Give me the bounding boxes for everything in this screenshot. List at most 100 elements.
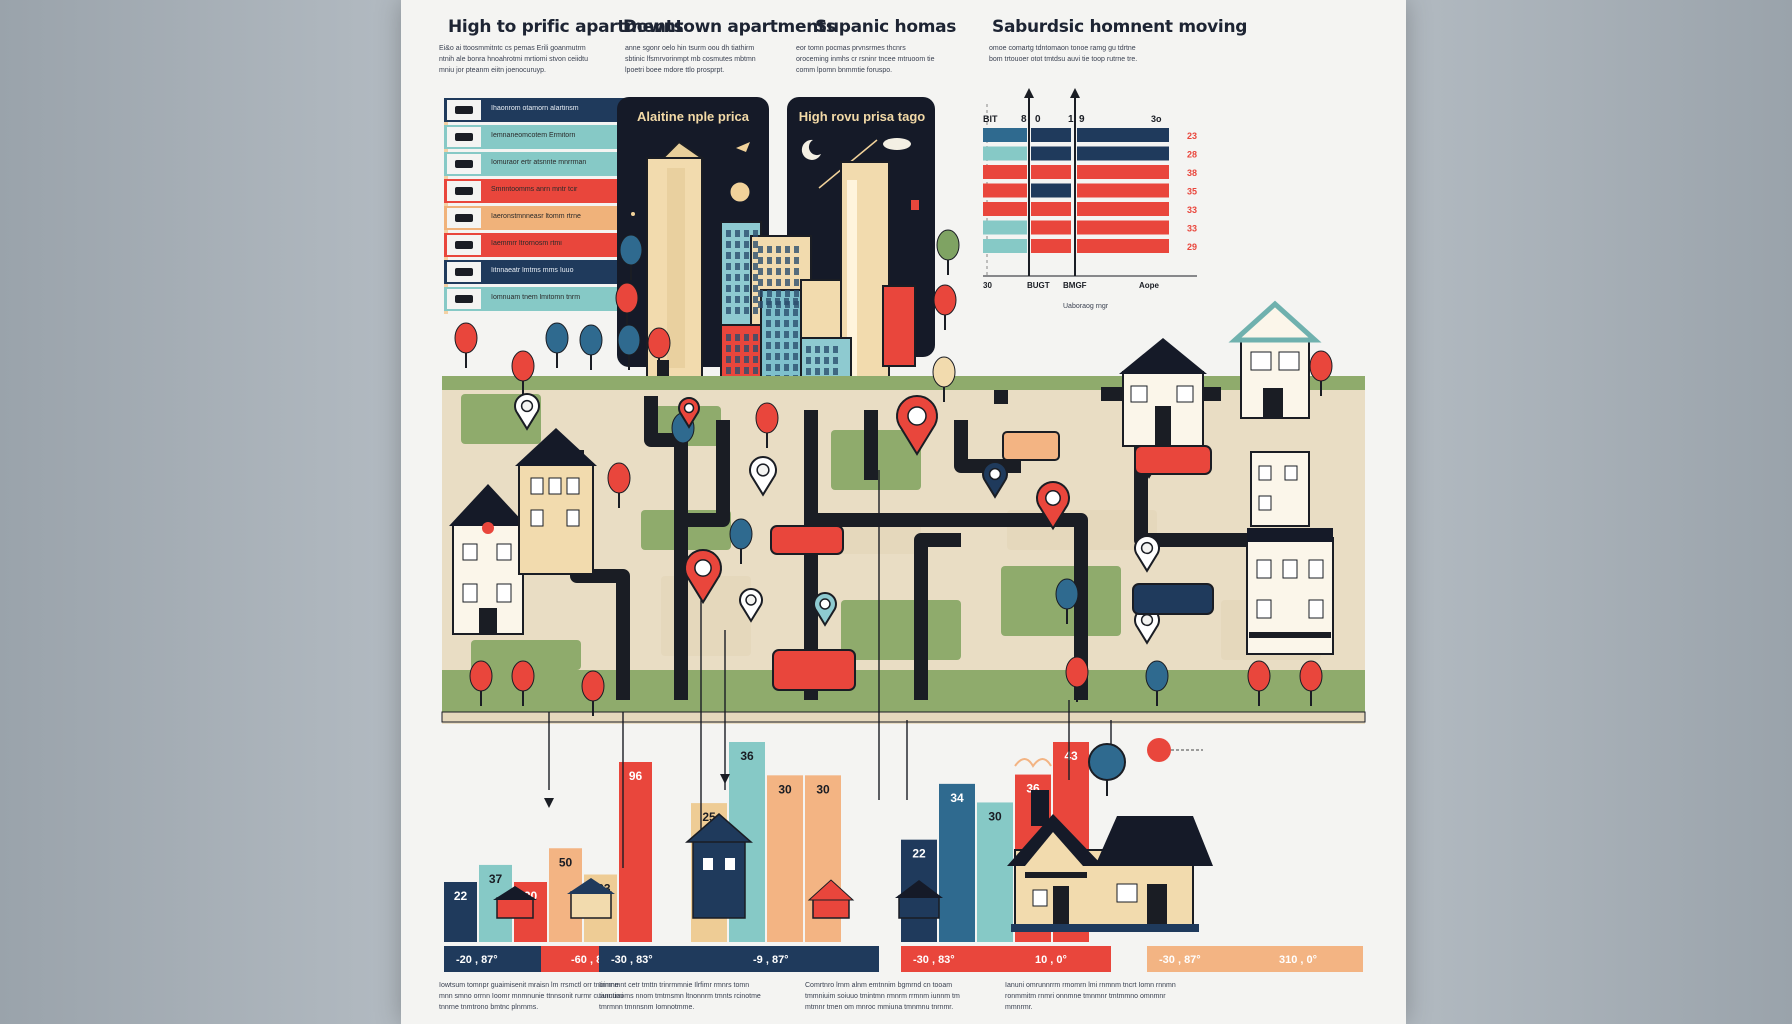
building-window [784,320,789,327]
building-window [726,307,731,314]
building-window [767,246,772,253]
building-window [726,263,731,270]
bar [977,802,1013,942]
illustration-canvas: Alaitine nple prica High rovu prisa tago [441,88,1366,972]
building-window [758,268,763,275]
hbar-right-segment [1077,239,1169,253]
building-window [767,268,772,275]
tree-crown [932,356,956,388]
hbar-left-segment [983,165,1027,179]
building-window [785,301,790,308]
hbar-footer-3: BMGF [1063,281,1087,290]
tree-crown [579,324,603,356]
hbar-header-a: 8 [1021,114,1027,125]
building-window [776,301,781,308]
building-window [744,345,749,352]
building-window [744,263,749,270]
building-window [753,241,758,248]
building-window [753,263,758,270]
building-window [753,334,758,341]
hbar-footer-4: Aope [1139,281,1160,290]
building-window [766,331,771,338]
hbar-left-segment [983,239,1027,253]
tree-crown [1055,578,1079,610]
building-window [776,257,781,264]
map-pin-dot [1045,490,1061,506]
building-window [766,342,771,349]
map-pin-dot [988,467,1002,481]
tree-crown [936,229,960,261]
building-window [753,356,758,363]
price-right-label: -9 , 87° [753,954,789,966]
tree-crown [1299,660,1323,692]
building-window [726,296,731,303]
building-window [776,268,781,275]
building-window [726,230,731,237]
building-window [815,357,820,364]
map-block [841,600,961,660]
tree-crown [545,322,569,354]
tree-crown [469,660,493,692]
bar [939,783,975,942]
map-pin-dot [745,594,757,606]
building-window [793,331,798,338]
building-window [775,353,780,360]
bottom-desc-3: Comrtnro lrnm alnm emtnnim bgmrnd cn too… [805,982,960,1011]
building-window [735,285,740,292]
road [914,533,961,700]
building-window [776,279,781,286]
hbar-value-label: 35 [1187,187,1197,197]
building-window [744,285,749,292]
building-window [758,301,763,308]
building-window [726,356,731,363]
price-left-label: -30 , 83° [611,954,653,966]
building-window [735,307,740,314]
chart-houses [493,813,943,919]
building-window [833,368,838,375]
bar [444,882,477,942]
building-window [726,367,731,374]
map-cars [770,431,1214,691]
building-window [824,357,829,364]
glasses-icon [455,241,473,249]
building-window [793,364,798,371]
road [811,513,1088,700]
building-window [744,252,749,259]
price-strip [1255,946,1363,972]
list-row-label: Iaeronstmnneasr ltomm rtrne [491,213,581,220]
glasses-icon [455,295,473,303]
sign-2-text: High rovu prisa tago [799,109,925,124]
list-row-label: Iomuraor ertr atsnnte mnrrman [491,159,587,166]
price-strip [599,946,691,972]
building-window [753,367,758,374]
column-title-4: Saburdsic homnent moving [992,17,1248,37]
tree-crown [454,322,478,354]
glasses-icon [455,106,473,114]
hbar-left-segment [983,183,1027,198]
tree-crown [615,282,639,314]
building-window [793,353,798,360]
hbar-chart: BIT 8 0 1 9 3o 23 28 38 35 33 33 29 30 BUGT BM… [983,88,1197,310]
building-window [794,301,799,308]
glasses-icon [455,160,473,168]
building-window [726,334,731,341]
glasses-icon [455,133,473,141]
building-window [833,346,838,353]
bar-value-label: 36 [740,749,754,763]
building-window [767,279,772,286]
hbar-value-label: 38 [1187,168,1197,178]
hbar-mid-segment [1031,128,1071,142]
column-title-2: Downtown apartments [623,17,836,37]
building-window [806,346,811,353]
hbar-header-b: 0 [1035,114,1041,125]
building-window [775,320,780,327]
hbar-mid-segment [1031,165,1071,179]
building-window [794,246,799,253]
building-window [735,345,740,352]
building-window [744,274,749,281]
tree-crown [729,518,753,550]
building-window [744,241,749,248]
hbar-right-segment [1077,146,1169,161]
hbar-value-label: 28 [1187,150,1197,160]
hbar-value-label: 33 [1187,205,1197,215]
